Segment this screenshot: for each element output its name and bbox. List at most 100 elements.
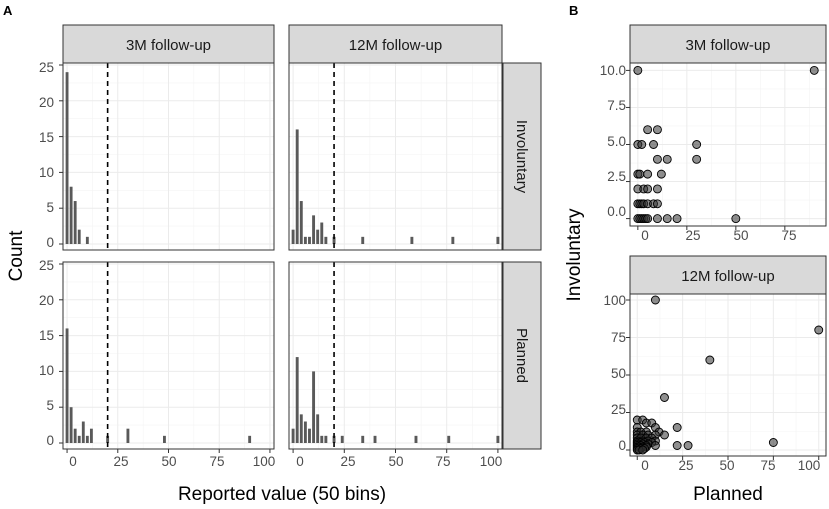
scatter-point <box>656 169 666 179</box>
scatter-point <box>643 214 653 224</box>
y-tick-label: 20 <box>39 293 54 308</box>
scatter-point <box>672 214 682 224</box>
histogram-bar <box>126 428 130 443</box>
histogram-bar <box>299 201 303 244</box>
y-tick-label: 25 <box>611 402 626 417</box>
histogram-panel-12M-involuntary <box>288 62 503 251</box>
scatter-point <box>692 140 702 149</box>
b1-x-tick-labels: 0 25 50 75 <box>641 228 796 243</box>
y-tick-label: 15 <box>39 328 54 343</box>
strip-b-12m-rect <box>629 255 827 295</box>
histogram-bar <box>69 186 73 244</box>
scatter-point <box>643 125 653 135</box>
histogram-bar <box>77 229 81 244</box>
scatter-point <box>650 441 660 450</box>
strip-b-12m-label: 12M follow-up <box>681 268 774 285</box>
scatter-panel-3M-scatter <box>626 62 827 230</box>
y-tick-label: 5 <box>46 398 54 413</box>
x-tick-label: 100 <box>798 458 821 473</box>
y-tick-label: 25 <box>39 60 54 75</box>
panel-tag-a: A <box>3 3 13 18</box>
x-tick-label: 75 <box>781 228 796 243</box>
histogram-bar <box>496 236 500 244</box>
row2-y-tick-labels: 25 20 15 10 5 0 <box>39 258 54 448</box>
x-tick-label: 0 <box>69 454 77 469</box>
scatter-point <box>643 169 653 179</box>
histogram-bar <box>295 129 299 244</box>
plot-panels <box>59 62 827 460</box>
histogram-bar <box>295 357 299 443</box>
x-tick-label: 50 <box>733 228 748 243</box>
histogram-bar <box>106 435 110 443</box>
y-tick-label: 100 <box>603 293 626 308</box>
panel-tag-b: B <box>569 3 578 18</box>
scatter-point <box>662 214 672 224</box>
histogram-bar <box>414 435 418 443</box>
scatter-point <box>635 169 645 179</box>
histogram-bar <box>320 435 324 443</box>
axis-title-involuntary: Involuntary <box>564 208 585 301</box>
scatter-point <box>652 154 662 164</box>
scatter-point <box>649 140 658 149</box>
x-tick-label: 100 <box>253 454 276 469</box>
x-tick-label: 25 <box>340 454 355 469</box>
strip-12m-rect <box>288 24 503 64</box>
scatter-point <box>652 184 662 194</box>
x-tick-label: 50 <box>719 458 734 473</box>
scatter-panel-12M-scatter <box>626 293 827 460</box>
scatter-point <box>662 154 672 164</box>
col1-x-tick-labels: 0 25 50 75 100 <box>69 454 275 469</box>
histogram-bar <box>308 428 311 443</box>
histogram-bar <box>340 435 344 443</box>
b2-x-tick-labels: 0 25 50 75 100 <box>641 458 820 473</box>
y-tick-label: 0.0 <box>607 204 626 219</box>
histogram-bar <box>85 435 89 443</box>
histogram-bar <box>163 435 166 443</box>
strip-12m-label: 12M follow-up <box>349 37 442 54</box>
row1-y-tick-labels: 25 20 15 10 5 0 <box>39 60 54 250</box>
histogram-panel-3M-planned <box>59 261 275 453</box>
histogram-bar <box>65 328 69 443</box>
axis-title-planned: Planned <box>693 484 763 505</box>
histogram-bar <box>496 435 500 443</box>
col2-x-tick-labels: 0 25 50 75 100 <box>296 454 502 469</box>
strip-planned-label: Planned <box>513 328 530 383</box>
scatter-point <box>637 140 647 149</box>
histogram-bar <box>324 236 328 244</box>
histogram-bar <box>81 421 85 443</box>
histogram-bar <box>410 236 414 244</box>
panel-border <box>288 62 503 251</box>
histogram-bar <box>69 407 73 443</box>
axis-title-count: Count <box>6 230 27 281</box>
scatter-point <box>731 214 741 224</box>
panel-border <box>62 62 275 251</box>
histogram-bar <box>373 435 377 443</box>
scatter-point <box>643 184 653 194</box>
x-tick-label: 75 <box>209 454 224 469</box>
scatter-point <box>652 125 662 135</box>
x-tick-label: 75 <box>435 454 450 469</box>
histogram-bar <box>248 435 252 443</box>
histogram-bar <box>361 435 365 443</box>
strip-b-3m-label: 3M follow-up <box>685 37 770 54</box>
scatter-point <box>692 154 702 164</box>
histogram-bar <box>308 236 311 244</box>
x-tick-label: 75 <box>760 458 775 473</box>
scatter-point <box>672 441 682 450</box>
histogram-bar <box>65 72 69 244</box>
x-tick-label: 50 <box>161 454 176 469</box>
axis-title-reported-value: Reported value (50 bins) <box>178 484 386 505</box>
x-tick-label: 50 <box>388 454 403 469</box>
histogram-bar <box>77 435 81 443</box>
histogram-panel-12M-planned <box>288 261 503 453</box>
histogram-bar <box>303 236 307 244</box>
y-tick-label: 2.5 <box>607 169 626 184</box>
histogram-bar <box>332 236 336 244</box>
y-tick-label: 50 <box>611 366 626 381</box>
histogram-bar <box>291 229 295 244</box>
y-tick-label: 7.5 <box>607 98 626 113</box>
x-tick-label: 0 <box>641 228 649 243</box>
scatter-point <box>660 430 669 440</box>
histogram-bar <box>85 236 89 244</box>
